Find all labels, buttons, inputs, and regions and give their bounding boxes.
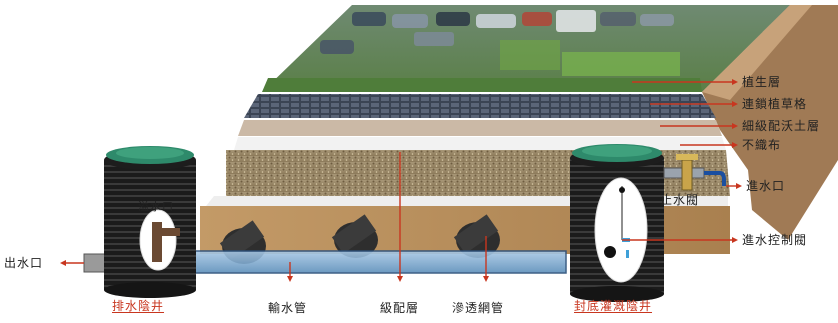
label-overflow-port: 溢水口 (138, 200, 174, 213)
label-fine-aggregate-sand-layer: 細級配沃土層 (742, 119, 821, 133)
label-sealed-irrigation-manhole: 封底灌溉陰井 (574, 299, 653, 313)
grass-field-front (262, 78, 702, 92)
label-inflow-control-valve: 進水控制閥 (742, 233, 808, 247)
soil-edge-right-light (702, 5, 812, 100)
fine-sand-layer (238, 120, 722, 136)
grass-patch (500, 40, 560, 70)
label-inlet-right: 進水口 (746, 179, 786, 193)
label-water-pipe: 輸水管 (268, 301, 308, 315)
callout-arrows (60, 79, 742, 282)
label-interlocking-grass-grid: 連鎖植草格 (742, 97, 808, 111)
grass-grid-layer (244, 94, 716, 118)
label-outlet-left: 出水口 (4, 256, 44, 270)
irrigation-manhole-body (570, 144, 664, 302)
parked-cars (320, 10, 674, 54)
water-pipe (185, 250, 567, 274)
stop-valve-fixture (663, 154, 726, 191)
drainage-manhole-body (104, 146, 196, 298)
label-stop-valve: 止水閥 (660, 193, 700, 207)
label-vegetation-layer: 植生層 (742, 75, 782, 89)
grass-patch (562, 52, 680, 76)
label-nonwoven-fabric: 不織布 (742, 138, 782, 152)
label-graded-gravel-layer: 級配層 (380, 301, 420, 315)
label-drainage-manhole: 排水陰井 (112, 299, 165, 313)
label-permeable-mesh-pipe: 滲透網管 (452, 301, 505, 315)
outlet-pipe-stub (83, 253, 107, 273)
